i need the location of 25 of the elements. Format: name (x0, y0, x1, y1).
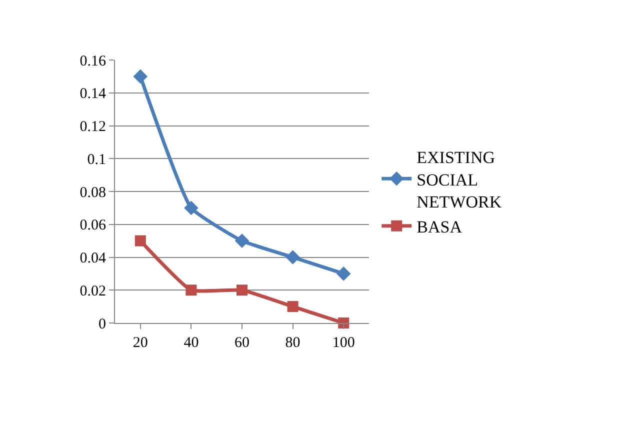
point (133, 69, 148, 84)
y-tick-label: 0 (98, 316, 106, 332)
x-tick-label: 20 (132, 335, 148, 351)
y-tick-label: 0.06 (80, 218, 106, 234)
legend-label: BASA (416, 217, 463, 236)
y-tick-label: 0.14 (80, 86, 106, 102)
y-tick-label: 0.08 (80, 184, 106, 201)
point (286, 250, 300, 264)
x-tick-label: 100 (332, 335, 355, 351)
point (287, 301, 298, 312)
x-tick-label: 80 (285, 335, 300, 351)
point (186, 284, 197, 296)
point (236, 284, 248, 296)
y-tick-label: 0.16 (80, 53, 106, 70)
point (184, 200, 198, 216)
legend-label: EXISTING SOCIAL NETWORK (416, 148, 502, 212)
x-tick-label: 40 (184, 335, 199, 351)
y-tick-label: 0.12 (80, 119, 106, 135)
point (234, 234, 250, 248)
y-tick-label: 0.04 (80, 250, 106, 266)
point (336, 266, 351, 281)
x-tick-label: 60 (234, 335, 250, 351)
y-tick-label: 0.1 (87, 152, 106, 168)
y-tick-label: 0.02 (80, 283, 106, 300)
point (134, 235, 146, 246)
